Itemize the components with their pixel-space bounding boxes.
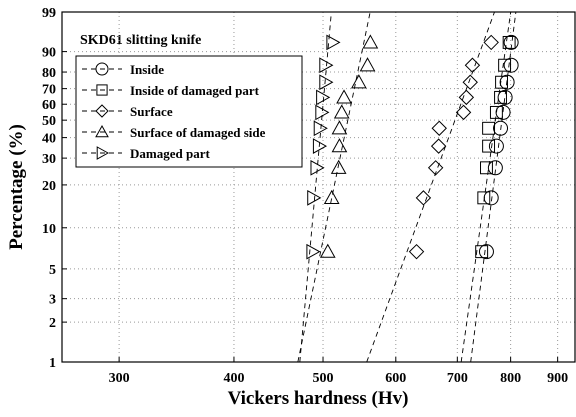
- marker: [323, 189, 340, 204]
- marker: [319, 57, 334, 74]
- y-tick-label: 30: [42, 152, 56, 167]
- y-tick-label: 99: [42, 6, 56, 21]
- marker: [477, 191, 491, 205]
- marker: [95, 104, 109, 118]
- fit-line: [460, 12, 512, 362]
- marker: [315, 104, 330, 121]
- marker: [487, 160, 503, 176]
- marker: [96, 84, 108, 96]
- legend-label: Inside of damaged part: [130, 83, 260, 98]
- y-tick-label: 10: [42, 222, 56, 237]
- x-tick-label: 300: [109, 371, 130, 386]
- marker: [326, 34, 341, 51]
- marker: [458, 89, 475, 106]
- marker: [430, 138, 447, 154]
- marker: [482, 139, 496, 153]
- marker: [336, 89, 352, 104]
- marker: [483, 34, 499, 51]
- marker: [502, 35, 516, 49]
- y-tick-label: 2: [49, 316, 56, 331]
- marker: [362, 34, 379, 49]
- x-tick-label: 800: [500, 371, 521, 386]
- marker: [427, 160, 444, 176]
- x-tick-label: 600: [385, 371, 406, 386]
- marker: [495, 104, 511, 120]
- fit-line: [299, 12, 332, 362]
- legend-label: Surface of damaged side: [130, 125, 266, 140]
- marker: [464, 57, 481, 73]
- marker: [96, 146, 110, 160]
- x-tick-label: 700: [447, 371, 468, 386]
- y-tick-label: 5: [49, 263, 56, 278]
- marker: [319, 74, 334, 91]
- marker: [480, 161, 493, 175]
- y-tick-label: 1: [49, 356, 56, 371]
- marker: [493, 120, 509, 136]
- marker: [498, 58, 512, 72]
- marker: [316, 89, 331, 106]
- marker: [95, 124, 109, 138]
- marker: [331, 138, 348, 153]
- fit-line: [470, 12, 517, 362]
- marker: [483, 190, 499, 206]
- x-tick-label: 500: [313, 371, 334, 386]
- plot-frame: [61, 11, 576, 363]
- marker: [495, 75, 508, 89]
- marker: [307, 189, 322, 206]
- marker: [351, 74, 367, 89]
- legend-label: Surface: [130, 104, 173, 119]
- fit-line: [297, 12, 371, 362]
- y-tick-label: 20: [42, 179, 56, 194]
- marker: [482, 121, 496, 135]
- marker: [333, 104, 350, 119]
- marker: [313, 120, 328, 137]
- x-axis-label: Vickers hardness (Hv): [228, 388, 409, 409]
- marker: [497, 89, 513, 105]
- marker: [330, 159, 347, 174]
- marker: [494, 90, 507, 104]
- marker: [503, 34, 519, 50]
- y-tick-label: 40: [42, 132, 56, 147]
- fit-line: [366, 12, 495, 362]
- marker: [319, 243, 336, 258]
- marker: [312, 138, 328, 154]
- marker: [478, 244, 494, 260]
- y-tick-label: 80: [42, 66, 56, 81]
- marker: [331, 120, 348, 135]
- x-tick-label: 900: [547, 371, 568, 386]
- y-tick-label: 3: [49, 293, 56, 308]
- marker: [503, 57, 519, 73]
- y-tick-label: 90: [42, 46, 56, 61]
- marker: [306, 243, 321, 260]
- marker: [462, 74, 478, 90]
- marker: [499, 74, 515, 90]
- legend-label: Damaged part: [130, 146, 210, 161]
- marker: [489, 105, 503, 119]
- marker: [95, 62, 109, 76]
- marker: [359, 57, 376, 72]
- y-tick-label: 50: [42, 114, 56, 129]
- y-axis-label: Percentage (%): [6, 124, 27, 250]
- marker: [488, 138, 504, 154]
- y-tick-label: 60: [42, 98, 56, 113]
- legend-label: Inside: [130, 62, 164, 77]
- marker: [475, 245, 489, 259]
- fit-lines: [297, 12, 517, 362]
- chart-title: SKD61 slitting knife: [80, 33, 201, 48]
- marker: [431, 120, 447, 136]
- y-tick-label: 70: [42, 83, 56, 98]
- marker: [415, 190, 432, 206]
- x-tick-label: 400: [223, 371, 244, 386]
- marker: [310, 159, 325, 176]
- marker: [408, 243, 425, 260]
- marker: [455, 104, 472, 121]
